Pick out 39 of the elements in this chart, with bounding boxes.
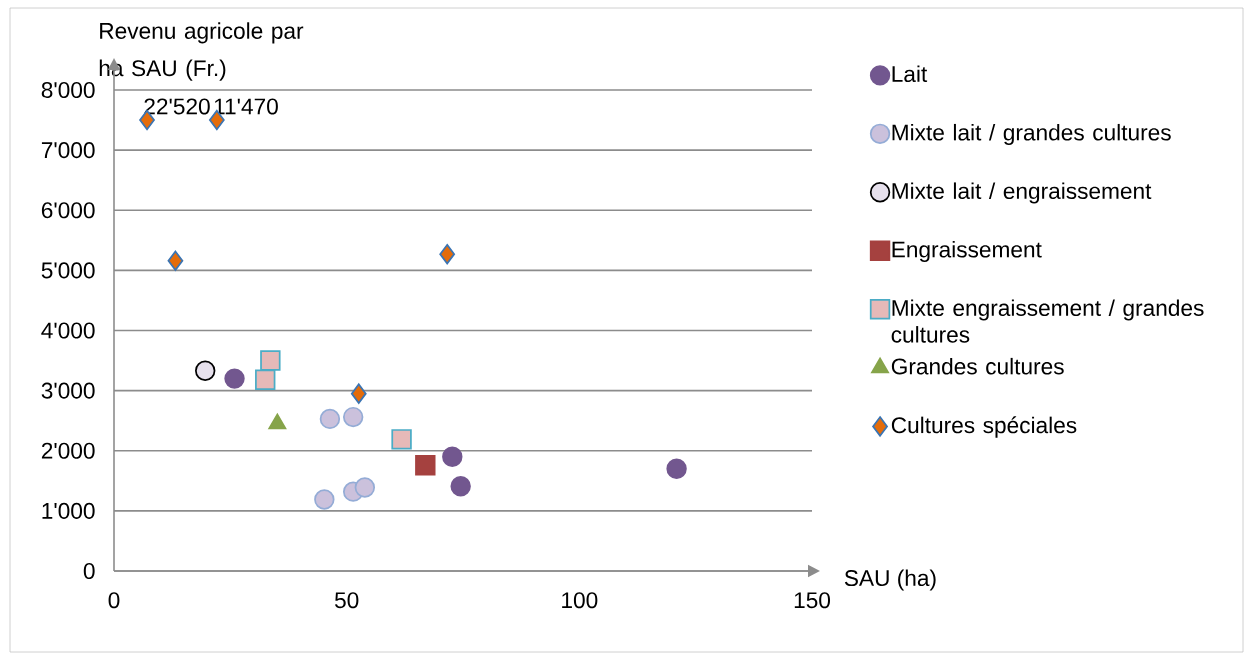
x-axis-title: SAU (ha)	[844, 569, 936, 591]
point	[450, 476, 471, 497]
legend-label: Grandes cultures	[891, 357, 1064, 375]
x-tick-label: 0	[108, 592, 120, 609]
legend-label: Cultures spéciales	[891, 416, 1077, 438]
point	[255, 369, 276, 391]
point	[314, 489, 335, 510]
legend-label: Lait	[892, 65, 928, 83]
x-tick-label: 100	[562, 592, 598, 609]
y-tick-label: 0	[83, 562, 95, 580]
y-tick-label: 1'000	[42, 502, 95, 519]
y-tick-label: 4'000	[41, 322, 95, 339]
point	[260, 350, 281, 371]
point	[350, 383, 367, 404]
point	[195, 360, 216, 381]
legend-label: Mixte lait / engraissement	[892, 182, 1152, 204]
y-tick-label: 8'000	[41, 81, 95, 99]
x-tick-label: 50	[334, 592, 359, 609]
point	[442, 446, 463, 467]
point	[167, 250, 184, 271]
point	[415, 454, 436, 476]
y-tick-label: 7'000	[41, 142, 95, 159]
y-tick-label: 3'000	[41, 382, 95, 399]
point	[354, 477, 376, 498]
point	[342, 406, 364, 428]
annotation: 22'520	[144, 98, 210, 115]
y-tick-label: 5'000	[41, 262, 95, 279]
y-tick-label: 2'000	[41, 442, 95, 459]
annotation: 11'470	[214, 98, 278, 115]
point	[224, 368, 245, 389]
legend-label: Mixte lait / grandes cultures	[892, 123, 1171, 146]
legend-label: Mixte engraissement / grandes cultures	[891, 299, 1204, 343]
point	[666, 458, 687, 479]
y-tick-label: 6'000	[41, 202, 95, 219]
point	[319, 408, 341, 430]
x-tick-label: 150	[794, 592, 831, 609]
point	[391, 429, 412, 450]
point	[439, 243, 456, 265]
legend-label: Engraissement	[892, 240, 1042, 263]
